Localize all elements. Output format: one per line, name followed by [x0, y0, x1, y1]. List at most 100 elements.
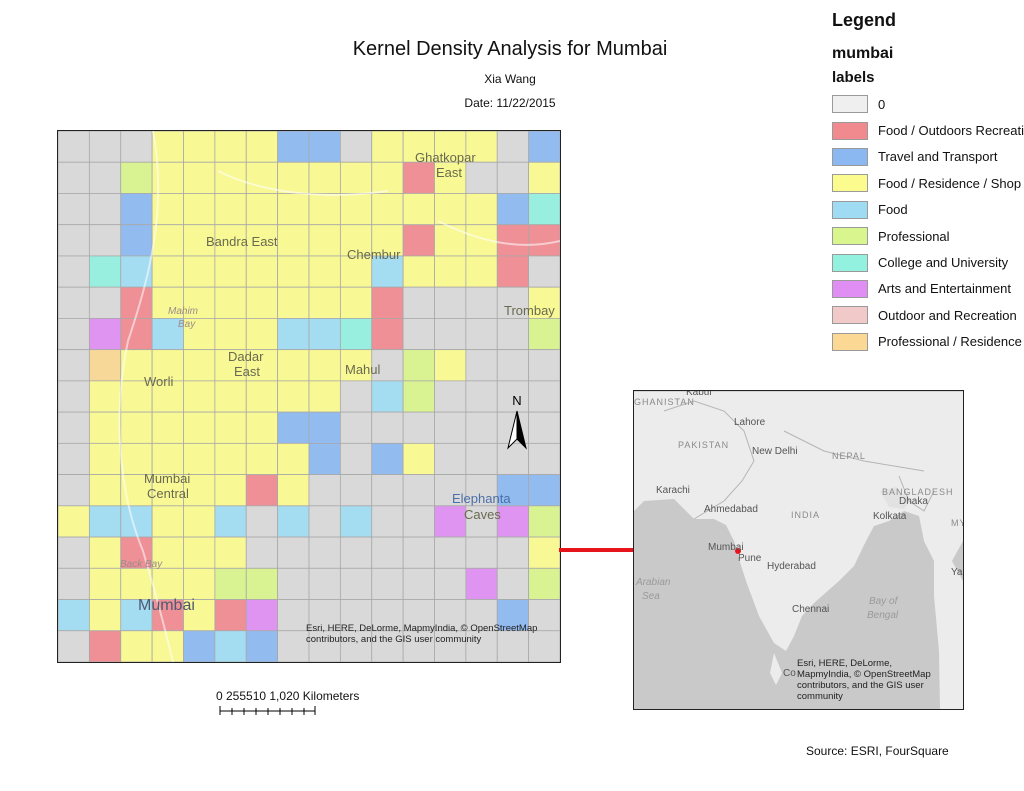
- density-cell: [245, 599, 279, 632]
- source-note: Source: ESRI, FourSquare: [806, 744, 949, 758]
- density-cell: [245, 536, 279, 569]
- density-cell: [434, 286, 467, 319]
- density-cell: [245, 193, 279, 226]
- density-cell: [183, 349, 216, 382]
- density-cell: [371, 380, 404, 413]
- inset-map[interactable]: Kabul GHANISTAN Lahore PAKISTAN New Delh…: [633, 390, 964, 710]
- density-cell: [402, 161, 435, 194]
- legend-label: Food / Residence / Shop: [878, 175, 1022, 191]
- density-cell: [214, 318, 247, 351]
- density-cell: [214, 442, 247, 475]
- inset-label-chennai: Chennai: [792, 604, 830, 615]
- inset-label-afghanistan: GHANISTAN: [634, 397, 695, 407]
- density-cell: [308, 131, 341, 163]
- scale-bar-ticks: [219, 706, 316, 715]
- inset-label-india: INDIA: [791, 510, 821, 520]
- scale-bar: 0 255510 1,020 Kilometers: [216, 689, 416, 719]
- density-cell: [120, 567, 153, 600]
- density-cell: [465, 442, 498, 475]
- density-cell: [496, 224, 530, 257]
- svg-text:N: N: [512, 393, 521, 408]
- density-cell: [88, 630, 122, 662]
- place-label-ghatkopar: Ghatkopar: [415, 150, 476, 165]
- density-cell: [371, 505, 404, 538]
- density-cell: [308, 349, 341, 382]
- density-cell: [402, 442, 435, 475]
- density-cell: [183, 193, 216, 226]
- density-cell: [528, 255, 560, 288]
- inset-label-pune: Pune: [738, 553, 762, 564]
- density-cell: [277, 161, 310, 194]
- inset-label-ahmedabad: Ahmedabad: [704, 504, 758, 515]
- density-cell: [371, 567, 404, 600]
- density-cell: [245, 567, 279, 600]
- main-map[interactable]: Ghatkopar East Bandra East Chembur Tromb…: [57, 130, 561, 663]
- legend-swatch: [832, 121, 868, 140]
- density-cell: [465, 131, 498, 163]
- density-cell: [528, 380, 560, 413]
- density-cell: [58, 536, 90, 569]
- density-cell: [214, 255, 247, 288]
- density-cell: [496, 630, 530, 662]
- density-cell: [528, 193, 560, 226]
- density-cell: [183, 505, 216, 538]
- density-cell: [371, 630, 404, 662]
- density-cell: [88, 567, 122, 600]
- place-label-worli: Worli: [144, 374, 174, 389]
- density-cell: [465, 161, 498, 194]
- density-cell: [245, 442, 279, 475]
- density-cell: [183, 380, 216, 413]
- density-cell: [58, 567, 90, 600]
- place-label-mumbai: Mumbai: [138, 597, 195, 614]
- density-cell: [434, 411, 467, 444]
- inset-map-credits: Esri, HERE, DeLorme, MapmyIndia, © OpenS…: [797, 658, 931, 702]
- density-cell: [371, 474, 404, 507]
- density-cell: [183, 224, 216, 257]
- legend-swatch: [832, 279, 868, 298]
- density-cell: [402, 286, 435, 319]
- density-cell: [371, 442, 404, 475]
- density-cell: [183, 161, 216, 194]
- density-cell: [402, 193, 435, 226]
- density-cell: [277, 630, 310, 662]
- density-cell: [308, 380, 341, 413]
- density-cell: [58, 161, 90, 194]
- density-cell: [371, 224, 404, 257]
- density-cell: [465, 349, 498, 382]
- place-label-back-bay: Back Bay: [120, 559, 163, 570]
- density-cell: [308, 474, 341, 507]
- density-cell: [277, 505, 310, 538]
- density-cell: [277, 536, 310, 569]
- density-cell: [465, 599, 498, 632]
- legend-swatch: [832, 200, 868, 219]
- legend-swatch: [832, 332, 868, 351]
- density-cell: [88, 131, 122, 163]
- density-cell: [277, 380, 310, 413]
- density-cell: [245, 131, 279, 163]
- density-cell: [339, 505, 373, 538]
- place-label-mumbai-central-2: Central: [147, 486, 189, 501]
- legend-item: Travel and Transport: [832, 144, 1024, 170]
- density-cell: [214, 193, 247, 226]
- density-cell: [371, 599, 404, 632]
- inset-label-pakistan: PAKISTAN: [678, 440, 730, 450]
- inset-label-mumbai: Mumbai: [708, 542, 744, 553]
- density-cell: [434, 536, 467, 569]
- legend-label: Professional / Residence: [878, 334, 1022, 350]
- density-cell: [434, 442, 467, 475]
- density-cell: [58, 224, 90, 257]
- density-cell: [528, 474, 560, 507]
- inset-label-sea: Sea: [642, 591, 660, 602]
- density-cell: [339, 536, 373, 569]
- density-cell: [183, 442, 216, 475]
- inset-label-dhaka: Dhaka: [899, 496, 928, 507]
- density-cell: [214, 630, 247, 662]
- density-cell: [277, 474, 310, 507]
- density-cell: [402, 224, 435, 257]
- legend-item: Professional: [832, 223, 1024, 249]
- density-cell: [434, 161, 467, 194]
- density-cell: [496, 505, 530, 538]
- mumbai-marker: [735, 548, 741, 554]
- density-cell: [277, 193, 310, 226]
- density-cell: [434, 599, 467, 632]
